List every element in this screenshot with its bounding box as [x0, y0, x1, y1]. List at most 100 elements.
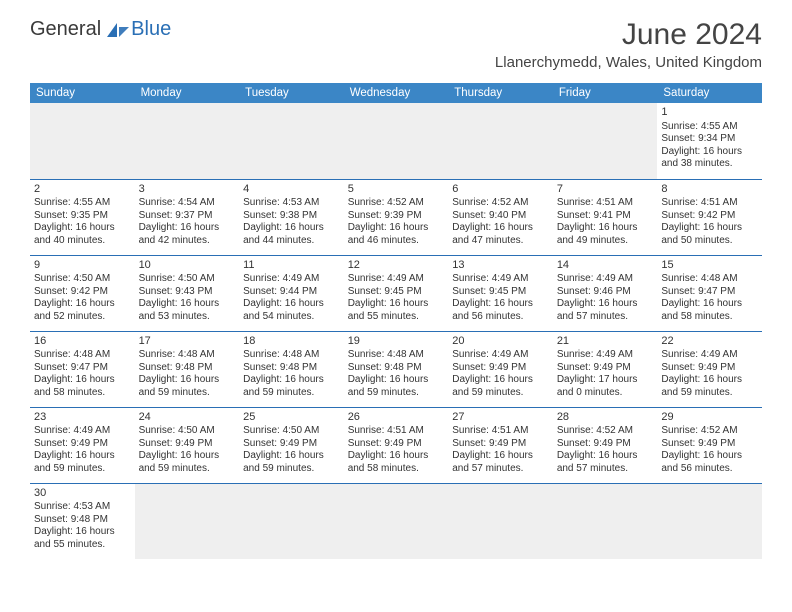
day-cell: 3Sunrise: 4:54 AMSunset: 9:37 PMDaylight… [135, 179, 240, 255]
empty-cell [239, 483, 344, 559]
day-number: 1 [661, 105, 758, 120]
sunset-text: Sunset: 9:45 PM [348, 286, 445, 299]
daylight-text: Daylight: 16 hours [661, 146, 758, 159]
sunrise-text: Sunrise: 4:48 AM [34, 349, 131, 362]
day-number: 20 [452, 334, 549, 349]
empty-cell [553, 103, 658, 179]
daylight-text: and 59 minutes. [452, 387, 549, 400]
daylight-text: Daylight: 16 hours [452, 222, 549, 235]
empty-cell [448, 103, 553, 179]
sunset-text: Sunset: 9:42 PM [661, 210, 758, 223]
sunrise-text: Sunrise: 4:49 AM [661, 349, 758, 362]
daylight-text: Daylight: 16 hours [661, 450, 758, 463]
calendar-row: 2Sunrise: 4:55 AMSunset: 9:35 PMDaylight… [30, 179, 762, 255]
daylight-text: Daylight: 16 hours [452, 298, 549, 311]
day-number: 26 [348, 410, 445, 425]
daylight-text: and 53 minutes. [139, 311, 236, 324]
sunset-text: Sunset: 9:46 PM [557, 286, 654, 299]
daylight-text: Daylight: 16 hours [348, 374, 445, 387]
sunset-text: Sunset: 9:49 PM [557, 362, 654, 375]
day-cell: 10Sunrise: 4:50 AMSunset: 9:43 PMDayligh… [135, 255, 240, 331]
day-cell: 14Sunrise: 4:49 AMSunset: 9:46 PMDayligh… [553, 255, 658, 331]
sunset-text: Sunset: 9:48 PM [243, 362, 340, 375]
daylight-text: and 38 minutes. [661, 158, 758, 171]
empty-cell [448, 483, 553, 559]
daylight-text: Daylight: 16 hours [661, 222, 758, 235]
sunset-text: Sunset: 9:48 PM [34, 514, 131, 527]
day-cell: 21Sunrise: 4:49 AMSunset: 9:49 PMDayligh… [553, 331, 658, 407]
brand-logo: General Blue [30, 18, 171, 41]
day-number: 14 [557, 258, 654, 273]
day-cell: 1Sunrise: 4:55 AMSunset: 9:34 PMDaylight… [657, 103, 762, 179]
daylight-text: and 58 minutes. [661, 311, 758, 324]
daylight-text: Daylight: 16 hours [139, 450, 236, 463]
day-number: 5 [348, 182, 445, 197]
daylight-text: Daylight: 16 hours [34, 222, 131, 235]
day-number: 6 [452, 182, 549, 197]
day-cell: 27Sunrise: 4:51 AMSunset: 9:49 PMDayligh… [448, 407, 553, 483]
sunrise-text: Sunrise: 4:48 AM [243, 349, 340, 362]
sunset-text: Sunset: 9:37 PM [139, 210, 236, 223]
day-cell: 28Sunrise: 4:52 AMSunset: 9:49 PMDayligh… [553, 407, 658, 483]
sunrise-text: Sunrise: 4:49 AM [34, 425, 131, 438]
header: General Blue June 2024 Llanerchymedd, Wa… [0, 0, 792, 75]
sunrise-text: Sunrise: 4:55 AM [34, 197, 131, 210]
daylight-text: and 52 minutes. [34, 311, 131, 324]
day-cell: 2Sunrise: 4:55 AMSunset: 9:35 PMDaylight… [30, 179, 135, 255]
sunset-text: Sunset: 9:49 PM [661, 362, 758, 375]
daylight-text: Daylight: 16 hours [139, 374, 236, 387]
daylight-text: and 58 minutes. [348, 463, 445, 476]
day-cell: 8Sunrise: 4:51 AMSunset: 9:42 PMDaylight… [657, 179, 762, 255]
day-cell: 16Sunrise: 4:48 AMSunset: 9:47 PMDayligh… [30, 331, 135, 407]
daylight-text: and 59 minutes. [34, 463, 131, 476]
sunset-text: Sunset: 9:43 PM [139, 286, 236, 299]
daylight-text: and 58 minutes. [34, 387, 131, 400]
sail-icon [105, 21, 131, 39]
calendar-row: 30Sunrise: 4:53 AMSunset: 9:48 PMDayligh… [30, 483, 762, 559]
daylight-text: Daylight: 16 hours [452, 374, 549, 387]
day-cell: 9Sunrise: 4:50 AMSunset: 9:42 PMDaylight… [30, 255, 135, 331]
day-number: 3 [139, 182, 236, 197]
day-cell: 13Sunrise: 4:49 AMSunset: 9:45 PMDayligh… [448, 255, 553, 331]
day-cell: 23Sunrise: 4:49 AMSunset: 9:49 PMDayligh… [30, 407, 135, 483]
day-number: 27 [452, 410, 549, 425]
daylight-text: Daylight: 16 hours [139, 298, 236, 311]
sunset-text: Sunset: 9:47 PM [34, 362, 131, 375]
day-number: 24 [139, 410, 236, 425]
sunrise-text: Sunrise: 4:49 AM [557, 349, 654, 362]
daylight-text: and 56 minutes. [661, 463, 758, 476]
sunset-text: Sunset: 9:49 PM [139, 438, 236, 451]
daylight-text: Daylight: 16 hours [348, 298, 445, 311]
sunrise-text: Sunrise: 4:52 AM [452, 197, 549, 210]
weekday-header: Tuesday [239, 83, 344, 103]
daylight-text: and 57 minutes. [557, 463, 654, 476]
day-number: 21 [557, 334, 654, 349]
brand-part2: Blue [131, 18, 171, 41]
calendar-row: 1Sunrise: 4:55 AMSunset: 9:34 PMDaylight… [30, 103, 762, 179]
sunrise-text: Sunrise: 4:49 AM [557, 273, 654, 286]
sunset-text: Sunset: 9:49 PM [661, 438, 758, 451]
sunrise-text: Sunrise: 4:55 AM [661, 121, 758, 134]
sunset-text: Sunset: 9:49 PM [452, 362, 549, 375]
sunset-text: Sunset: 9:49 PM [34, 438, 131, 451]
daylight-text: Daylight: 16 hours [661, 374, 758, 387]
daylight-text: Daylight: 16 hours [661, 298, 758, 311]
sunset-text: Sunset: 9:49 PM [557, 438, 654, 451]
day-cell: 4Sunrise: 4:53 AMSunset: 9:38 PMDaylight… [239, 179, 344, 255]
daylight-text: and 44 minutes. [243, 235, 340, 248]
day-number: 22 [661, 334, 758, 349]
sunset-text: Sunset: 9:42 PM [34, 286, 131, 299]
daylight-text: and 59 minutes. [243, 463, 340, 476]
sunrise-text: Sunrise: 4:52 AM [348, 197, 445, 210]
daylight-text: and 47 minutes. [452, 235, 549, 248]
sunrise-text: Sunrise: 4:50 AM [139, 273, 236, 286]
empty-cell [344, 483, 449, 559]
day-cell: 22Sunrise: 4:49 AMSunset: 9:49 PMDayligh… [657, 331, 762, 407]
day-number: 29 [661, 410, 758, 425]
day-number: 12 [348, 258, 445, 273]
daylight-text: Daylight: 16 hours [243, 298, 340, 311]
sunset-text: Sunset: 9:35 PM [34, 210, 131, 223]
day-cell: 20Sunrise: 4:49 AMSunset: 9:49 PMDayligh… [448, 331, 553, 407]
daylight-text: Daylight: 16 hours [557, 222, 654, 235]
sunset-text: Sunset: 9:34 PM [661, 133, 758, 146]
